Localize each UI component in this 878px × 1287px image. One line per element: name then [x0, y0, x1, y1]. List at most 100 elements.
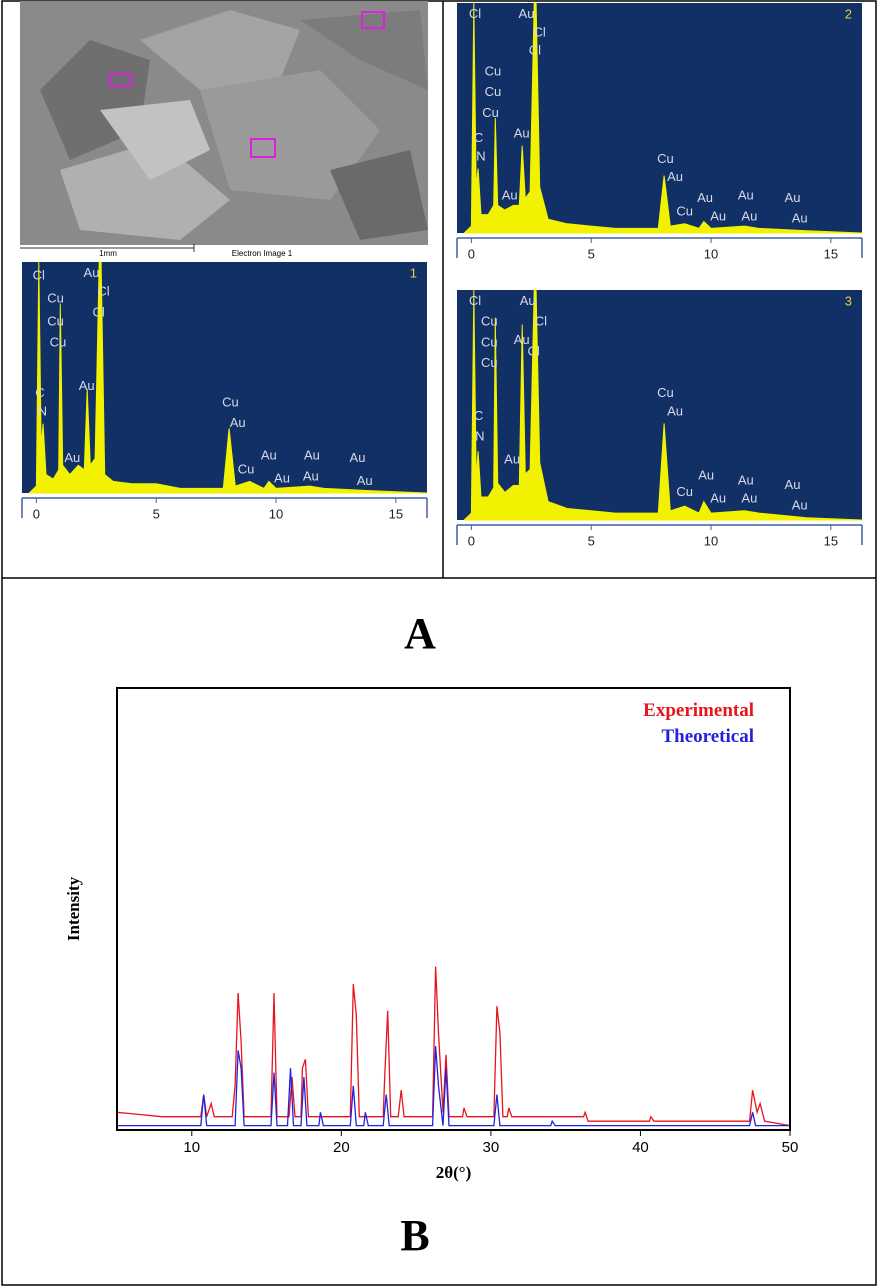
x-tick-label: 5 [588, 246, 595, 261]
x-tick-label: 20 [333, 1139, 350, 1156]
peak-label: Au [792, 211, 808, 226]
peak-label: Au [84, 265, 100, 280]
peak-label: Cl [535, 314, 547, 329]
peak-label: Cu [482, 105, 499, 120]
spectrum-number: 1 [410, 265, 417, 280]
peak-label: Cu [485, 63, 502, 78]
x-tick-label: 10 [704, 533, 718, 548]
peak-label: Cu [485, 84, 502, 99]
peak-label: Au [230, 415, 246, 430]
peak-label: Au [520, 293, 536, 308]
x-tick-label: 15 [389, 506, 403, 521]
x-tick-label: 5 [588, 533, 595, 548]
peak-label: C [474, 408, 483, 423]
spectrum-area [28, 261, 428, 494]
x-tick-label: 0 [468, 246, 475, 261]
eds-spectrum: Cl Au Cl Cl Cu Cu Cu CN Au Au Cu Au Cu Au Au Au Au Au Au 2 0… [456, 2, 863, 261]
peak-label: Cl [93, 304, 105, 319]
peak-label: Au [64, 450, 80, 465]
x-tick-label: 10 [269, 506, 283, 521]
peak-label: Au [741, 208, 757, 223]
peak-label: Cu [676, 204, 693, 219]
x-tick-label: 30 [483, 1139, 500, 1156]
peak-label: Au [738, 472, 754, 487]
peak-label: C [35, 385, 44, 400]
peak-label: Au [785, 477, 801, 492]
image-caption: Electron Image 1 [232, 249, 293, 258]
peak-label: Cu [222, 394, 239, 409]
peak-label: Au [357, 473, 373, 488]
peak-label: Au [710, 491, 726, 506]
xrd-chart: 10 20 30 40 50 2θ(°) Intensity Experimental Theo… [64, 687, 799, 1182]
x-tick-label: 15 [824, 246, 838, 261]
peak-label: Au [710, 208, 726, 223]
peak-label: Au [792, 498, 808, 513]
peak-label: Au [261, 447, 277, 462]
peak-label: Cu [47, 313, 64, 328]
series-line [117, 1045, 790, 1127]
peak-label: Cu [50, 334, 67, 349]
plot-background [457, 3, 862, 233]
x-tick-label: 40 [632, 1139, 649, 1156]
peak-label: Au [79, 378, 95, 393]
x-axis-label: 2θ(°) [436, 1163, 472, 1182]
peak-label: Cu [481, 334, 498, 349]
scale-label: 1mm [99, 249, 117, 258]
x-tick-label: 15 [824, 533, 838, 548]
peak-label: Au [504, 452, 520, 467]
peak-label: Au [274, 471, 290, 486]
peak-label: Au [519, 6, 535, 21]
x-tick-label: 0 [468, 533, 475, 548]
spectrum-area [463, 289, 863, 521]
peak-label: Cl [529, 43, 541, 58]
legend-entry: Experimental [643, 700, 754, 721]
peak-label: Cu [481, 314, 498, 329]
peak-label: Au [303, 468, 319, 483]
peak-label: N [476, 149, 485, 164]
peak-label: Cu [481, 355, 498, 370]
peak-label: Cl [469, 293, 481, 308]
peak-label: N [38, 404, 47, 419]
peak-label: Au [667, 403, 683, 418]
peak-label: Au [514, 126, 530, 141]
peak-label: Cl [33, 267, 45, 282]
peak-label: Cu [238, 461, 255, 476]
plot-frame [116, 687, 791, 1131]
y-axis-label: Intensity [64, 876, 83, 941]
x-tick-label: 0 [33, 506, 40, 521]
peak-label: Cl [469, 6, 481, 21]
peak-label: Au [667, 169, 683, 184]
peak-label: Au [785, 190, 801, 205]
peak-label: Cu [47, 290, 64, 305]
spectrum-number: 2 [845, 6, 852, 21]
peak-label: Cu [676, 484, 693, 499]
peak-label: Au [502, 188, 518, 203]
peak-label: Cu [657, 385, 674, 400]
peak-label: Au [697, 190, 713, 205]
peak-label: C [474, 130, 483, 145]
peak-label: Au [304, 447, 320, 462]
peak-label: Au [514, 332, 530, 347]
x-tick-label: 50 [782, 1139, 799, 1156]
series-line [116, 966, 791, 1127]
panel-label: B [400, 1211, 429, 1260]
sem-image: 1mm Electron Image 1 [20, 1, 428, 258]
peak-label: Cl [528, 344, 540, 359]
panel-label: A [404, 609, 436, 658]
eds-spectrum: Cl AuCuCuCuAuClClCNAuCuAuCuAuAuAuAuAuAu30… [456, 289, 863, 548]
spectrum-number: 3 [845, 293, 852, 308]
x-tick-label: 10 [183, 1139, 200, 1156]
peak-label: Au [741, 491, 757, 506]
peak-label: Cl [97, 283, 109, 298]
peak-label: Cl [534, 24, 546, 39]
x-tick-label: 10 [704, 246, 718, 261]
legend-entry: Theoretical [661, 726, 754, 747]
peak-label: Au [698, 468, 714, 483]
peak-label: Au [738, 188, 754, 203]
peak-label: Au [350, 450, 366, 465]
spectrum-area [463, 2, 863, 234]
peak-label: N [475, 429, 484, 444]
